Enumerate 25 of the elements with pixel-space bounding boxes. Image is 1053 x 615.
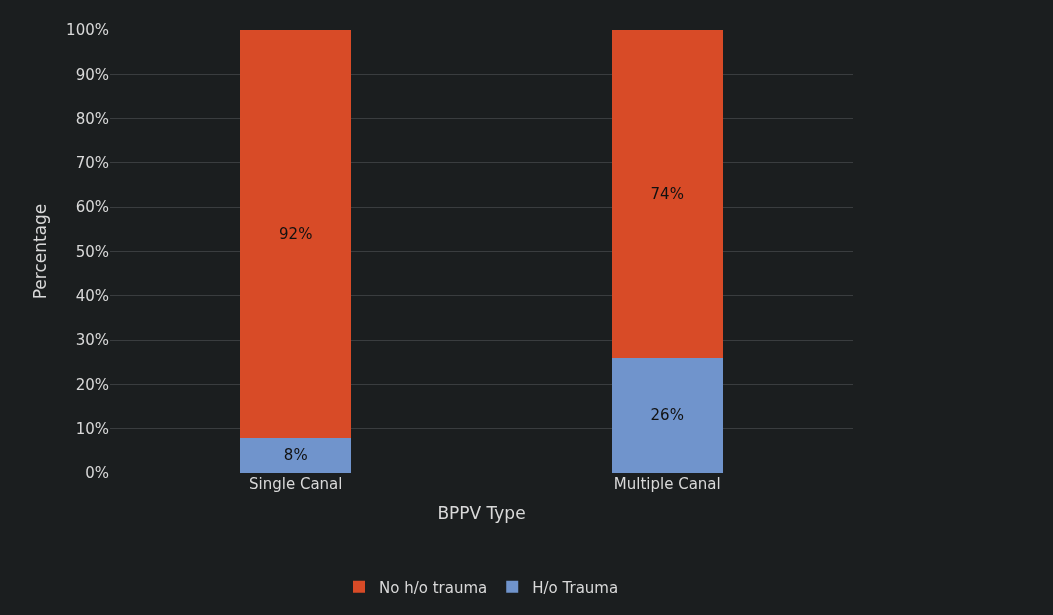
bar <box>240 30 352 438</box>
y-tick-label: 80% <box>75 109 109 128</box>
y-tick-label: 40% <box>75 287 109 306</box>
y-tick-label: 90% <box>75 65 109 84</box>
bar <box>240 437 352 473</box>
data-label: 74% <box>650 184 684 203</box>
data-label: 26% <box>650 406 684 425</box>
bar <box>611 357 723 473</box>
y-tick-label: 50% <box>75 242 109 261</box>
y-tick-label: 60% <box>75 198 109 217</box>
data-label: 8% <box>283 446 308 465</box>
data-label: 92% <box>279 224 313 243</box>
x-tick-label: Single Canal <box>249 475 343 493</box>
y-tick-label: 20% <box>75 375 109 394</box>
y-tick-label: 10% <box>75 419 109 438</box>
y-tick-label: 100% <box>66 21 109 40</box>
y-tick-label: 0% <box>85 464 109 483</box>
y-axis-title: Percentage <box>29 203 50 300</box>
x-axis-title: BPPV Type <box>437 503 526 524</box>
y-tick-label: 70% <box>75 154 109 173</box>
legend-label: No h/o trauma <box>379 578 488 597</box>
y-tick-label: 30% <box>75 331 109 350</box>
bar <box>611 30 723 358</box>
legend-label: H/o Trauma <box>532 578 619 597</box>
x-tick-label: Multiple Canal <box>613 475 721 493</box>
